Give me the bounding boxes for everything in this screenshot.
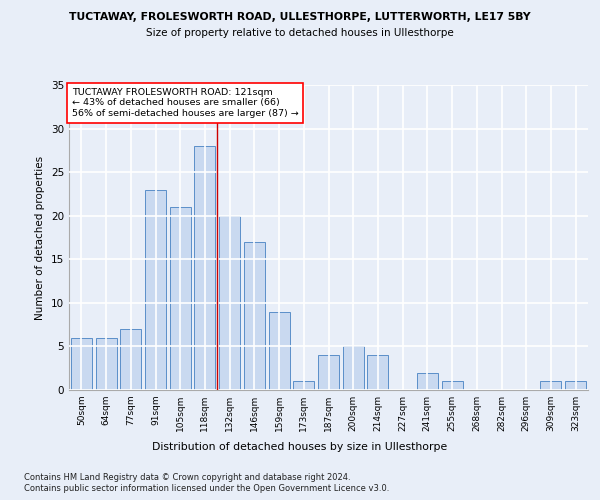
Bar bbox=[367, 355, 388, 390]
Bar bbox=[565, 382, 586, 390]
Bar bbox=[95, 338, 116, 390]
Bar bbox=[244, 242, 265, 390]
Text: TUCTAWAY FROLESWORTH ROAD: 121sqm
← 43% of detached houses are smaller (66)
56% : TUCTAWAY FROLESWORTH ROAD: 121sqm ← 43% … bbox=[71, 88, 298, 118]
Bar bbox=[219, 216, 240, 390]
Text: Contains HM Land Registry data © Crown copyright and database right 2024.: Contains HM Land Registry data © Crown c… bbox=[24, 472, 350, 482]
Text: Distribution of detached houses by size in Ullesthorpe: Distribution of detached houses by size … bbox=[152, 442, 448, 452]
Bar bbox=[170, 207, 191, 390]
Text: Contains public sector information licensed under the Open Government Licence v3: Contains public sector information licen… bbox=[24, 484, 389, 493]
Bar bbox=[120, 329, 141, 390]
Bar bbox=[343, 346, 364, 390]
Bar bbox=[442, 382, 463, 390]
Bar bbox=[541, 382, 562, 390]
Bar bbox=[269, 312, 290, 390]
Bar bbox=[71, 338, 92, 390]
Bar bbox=[318, 355, 339, 390]
Y-axis label: Number of detached properties: Number of detached properties bbox=[35, 156, 46, 320]
Bar bbox=[293, 382, 314, 390]
Text: Size of property relative to detached houses in Ullesthorpe: Size of property relative to detached ho… bbox=[146, 28, 454, 38]
Bar bbox=[145, 190, 166, 390]
Bar bbox=[194, 146, 215, 390]
Bar bbox=[417, 372, 438, 390]
Text: TUCTAWAY, FROLESWORTH ROAD, ULLESTHORPE, LUTTERWORTH, LE17 5BY: TUCTAWAY, FROLESWORTH ROAD, ULLESTHORPE,… bbox=[69, 12, 531, 22]
